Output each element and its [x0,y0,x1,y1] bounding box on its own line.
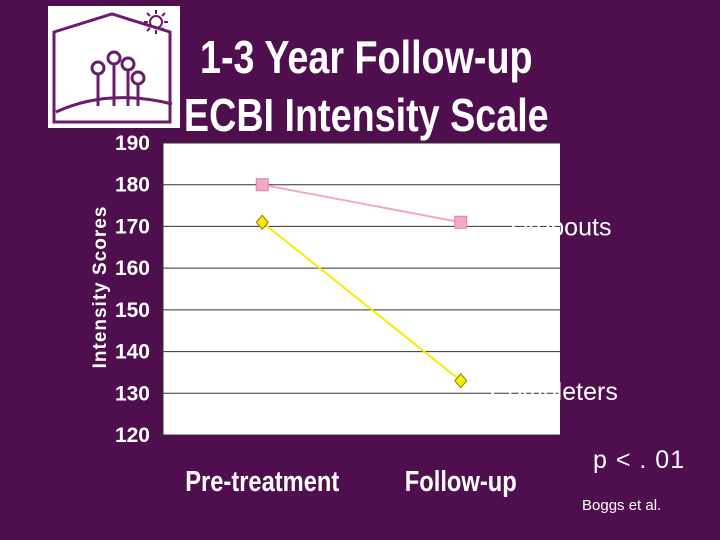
chart-title-line-2: ECBI Intensity Scale [183,89,549,141]
x-category-label: Follow-up [405,466,517,498]
series-label-dropouts: Dropouts [510,213,611,241]
y-tick-label: 130 [115,382,150,405]
y-tick-label: 160 [115,257,150,280]
y-tick-label: 150 [115,299,150,322]
house-with-flowers-logo [48,6,180,128]
chart-title-line-1: 1-3 Year Follow-up [200,31,533,83]
data-point-completers [255,214,269,231]
y-tick-label: 190 [115,132,150,155]
y-tick-label: 180 [115,174,150,197]
sun-rays [144,10,168,34]
data-point-completers [454,373,468,389]
y-tick-label: 120 [115,424,150,447]
series-label-completers: Completers [490,378,618,406]
y-axis-label: Intensity Scores [90,206,111,369]
plot-area [163,143,560,435]
y-tick-label: 140 [115,341,150,364]
series-line-dropouts [262,183,461,224]
p-value-note: p < . 01 [593,446,686,474]
ground-line [55,96,173,114]
citation-note: Boggs et al. [582,497,662,514]
series-line-completers [261,221,462,382]
y-tick-label: 170 [115,215,150,238]
data-point-dropouts [255,178,269,192]
x-category-label: Pre-treatment [185,466,339,498]
sun-icon [149,15,163,29]
house-outline [52,12,172,124]
data-point-dropouts [454,215,468,229]
